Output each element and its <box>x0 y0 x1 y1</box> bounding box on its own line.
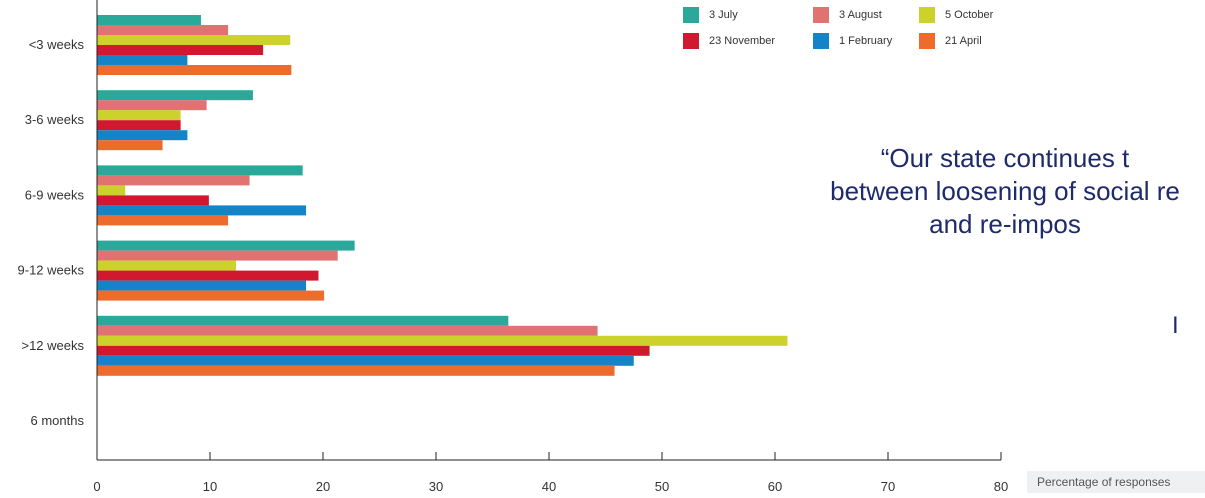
legend-label: 3 August <box>839 9 882 21</box>
legend-swatch <box>813 33 829 49</box>
bar <box>97 345 650 356</box>
legend-item: 3 July <box>683 7 738 23</box>
legend-swatch <box>683 7 699 23</box>
bar <box>97 25 229 35</box>
quote-line-2: between loosening of social re <box>830 176 1180 206</box>
legend-label: 23 November <box>709 35 776 47</box>
bar <box>97 260 236 271</box>
category-label: 9-12 weeks <box>18 263 85 278</box>
bar <box>97 280 307 291</box>
legend-label: 21 April <box>945 35 982 47</box>
pull-quote: “Our state continues t between loosening… <box>700 142 1205 241</box>
axes-group <box>96 0 1002 461</box>
legend-item: 21 April <box>919 33 982 49</box>
legend-swatch <box>683 33 699 49</box>
quote-line-1: “Our state continues t <box>880 143 1130 173</box>
x-tick-label: 80 <box>994 479 1008 494</box>
legend-item: 5 October <box>919 7 993 23</box>
legend-label: 1 February <box>839 35 893 47</box>
bar <box>97 365 615 376</box>
category-label: 3-6 weeks <box>25 112 85 127</box>
x-tick-label: 30 <box>429 479 443 494</box>
legend-swatch <box>919 33 935 49</box>
bar <box>97 175 250 186</box>
bar <box>97 195 209 206</box>
legend-swatch <box>813 7 829 23</box>
bar <box>97 240 355 251</box>
bar <box>97 165 303 176</box>
bar <box>97 250 338 261</box>
bar <box>97 120 181 131</box>
bar <box>97 205 307 216</box>
bar <box>97 15 201 25</box>
category-labels: <3 weeks 3-6 weeks 6-9 weeks 9-12 weeks >12 … <box>18 37 85 428</box>
x-tick-labels: 0 10 20 30 40 50 60 70 80 <box>93 479 1008 494</box>
x-tick-label: 50 <box>655 479 669 494</box>
legend-item: 1 February <box>813 33 892 49</box>
x-tick-label: 70 <box>881 479 895 494</box>
legend-item: 23 November <box>683 33 775 49</box>
x-tick-label: 40 <box>542 479 556 494</box>
legend-label: 5 October <box>945 9 994 21</box>
bar <box>97 185 126 196</box>
category-label: >12 weeks <box>21 338 84 353</box>
bar <box>97 290 325 301</box>
quote-attribution-fragment: I <box>1172 312 1179 339</box>
x-tick-label: 0 <box>93 479 100 494</box>
bar <box>97 315 509 326</box>
category-label: 6-9 weeks <box>25 187 85 202</box>
legend-item: 3 August <box>813 7 882 23</box>
category-label: <3 weeks <box>29 37 85 52</box>
bar <box>97 335 788 346</box>
bar <box>97 45 264 55</box>
bar <box>97 130 188 141</box>
quote-line-3: and re-impos <box>929 209 1081 239</box>
x-axis-label: Percentage of responses <box>1027 471 1205 493</box>
bar <box>97 325 598 336</box>
bar <box>97 55 188 65</box>
bar <box>97 270 319 281</box>
legend-swatch <box>919 7 935 23</box>
bar <box>97 140 163 151</box>
bar <box>97 110 181 121</box>
x-tick-label: 20 <box>316 479 330 494</box>
bar <box>97 355 634 366</box>
legend-label: 3 July <box>709 9 738 21</box>
x-tick-label: 10 <box>203 479 217 494</box>
bar <box>97 35 291 45</box>
category-label: 6 months <box>31 413 85 428</box>
bar <box>97 90 253 101</box>
bar <box>97 100 207 111</box>
x-tick-label: 60 <box>768 479 782 494</box>
bar <box>97 65 292 75</box>
bar <box>97 215 229 226</box>
bars-group <box>97 15 788 376</box>
